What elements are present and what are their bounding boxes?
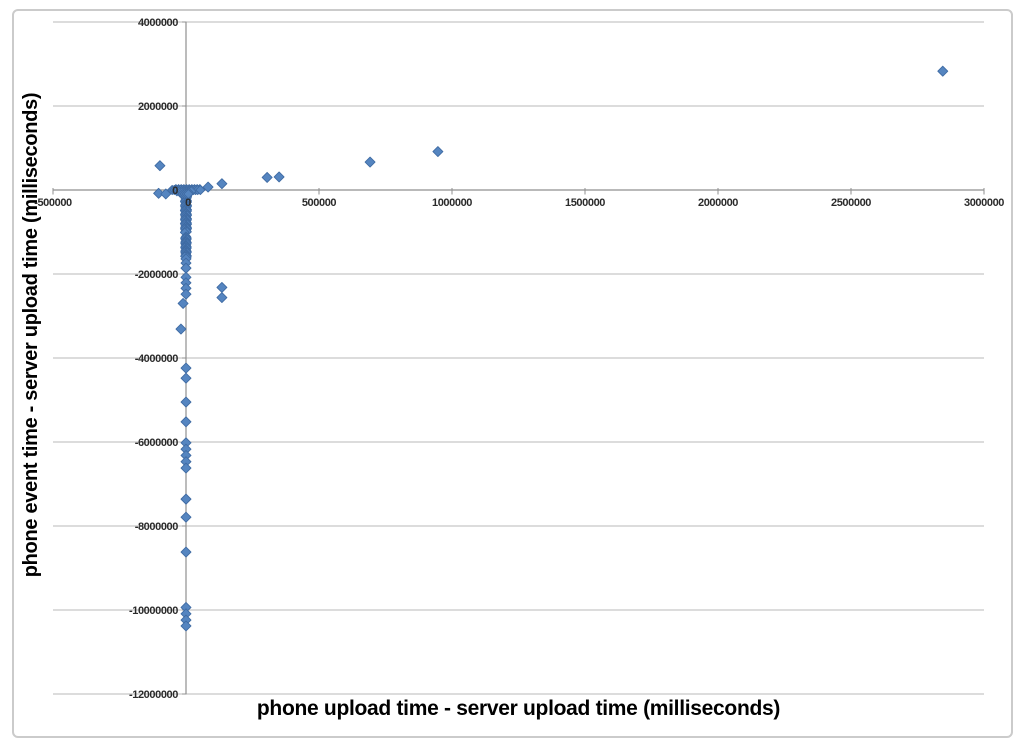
data-point	[937, 65, 949, 77]
x-tick-label: 500000	[302, 197, 337, 209]
data-point	[160, 188, 172, 200]
data-point	[202, 181, 214, 193]
data-point	[180, 362, 192, 374]
data-point	[180, 288, 192, 300]
x-axis-title: phone upload time - server upload time (…	[256, 697, 781, 720]
y-tick-label: -8000000	[135, 521, 179, 533]
data-point	[195, 184, 206, 196]
data-point	[216, 281, 228, 293]
data-point	[175, 323, 187, 335]
data-point	[180, 372, 192, 384]
x-tick-label: 2500000	[831, 197, 871, 209]
x-tick-label: -500000	[34, 197, 72, 209]
data-point	[180, 416, 192, 428]
x-tick-label: 1500000	[565, 197, 605, 209]
data-point	[154, 160, 166, 172]
y-tick-label: 2000000	[138, 101, 178, 113]
data-point	[261, 171, 273, 183]
data-point	[273, 171, 285, 183]
data-point	[216, 292, 228, 303]
y-tick-label: -2000000	[135, 269, 179, 281]
data-point	[180, 396, 192, 408]
data-point	[180, 462, 192, 474]
data-point	[432, 146, 444, 158]
y-tick-label: -4000000	[135, 353, 179, 365]
y-tick-label: -6000000	[135, 437, 179, 449]
x-tick-label: 0	[185, 197, 191, 209]
x-tick-label: 2000000	[698, 197, 738, 209]
y-tick-label: -12000000	[129, 689, 178, 701]
data-point	[364, 156, 376, 168]
y-tick-label: 4000000	[138, 17, 178, 29]
data-point	[177, 297, 189, 309]
x-tick-label: 3000000	[964, 197, 1004, 209]
y-tick-label: -10000000	[129, 605, 178, 617]
data-point	[183, 188, 194, 200]
data-point	[180, 511, 192, 523]
data-point	[180, 546, 192, 558]
data-point	[216, 178, 228, 190]
data-point	[180, 620, 192, 632]
y-tick-label: 0	[172, 185, 178, 197]
x-tick-label: 1000000	[432, 197, 472, 209]
y-axis-title: phone event time - server upload time (m…	[20, 92, 42, 578]
data-point	[153, 187, 165, 199]
data-point	[180, 493, 192, 505]
